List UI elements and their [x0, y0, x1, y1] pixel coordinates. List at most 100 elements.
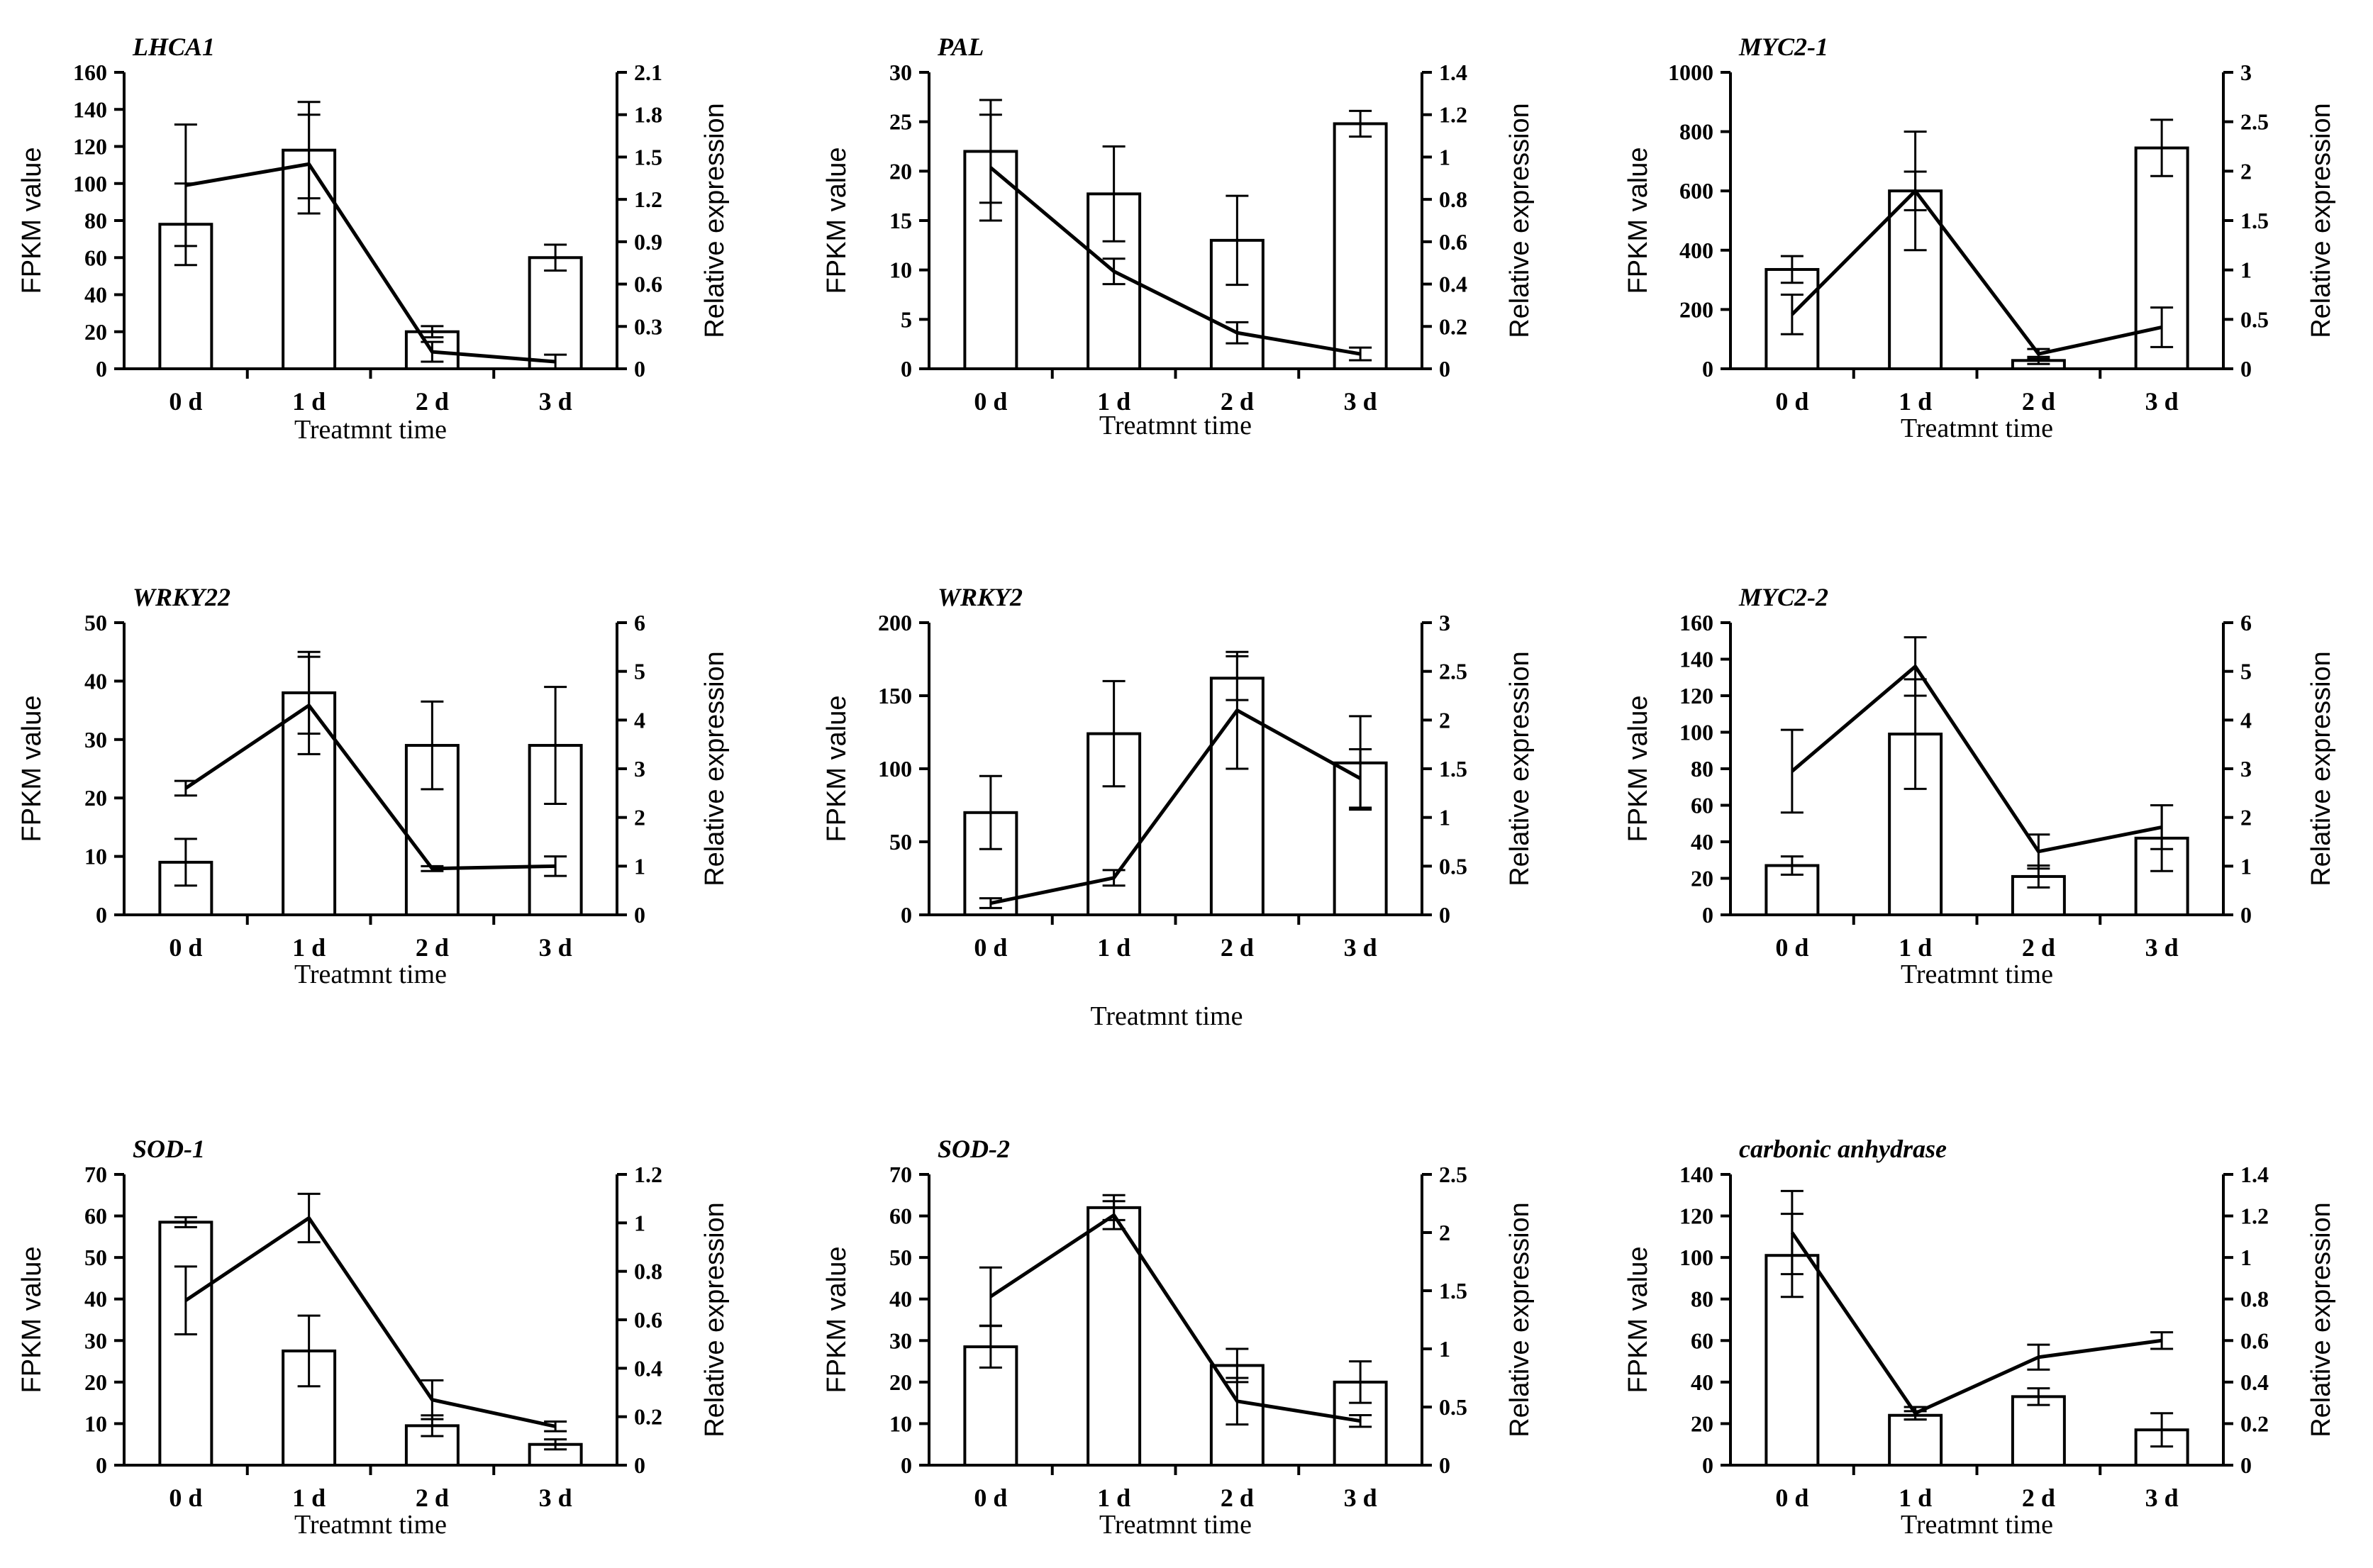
- y-tick-label: 50: [889, 829, 912, 855]
- y2-tick-label: 1.4: [2240, 1162, 2269, 1187]
- y-tick-label: 40: [1691, 829, 1713, 855]
- chart-title: SOD-1: [133, 1135, 205, 1163]
- y2-tick-label: 0.5: [1439, 853, 1467, 879]
- bar-fpkm-2: [1888, 733, 1943, 916]
- y2-axis-label: Relative expression: [2306, 1202, 2336, 1438]
- y-tick-label: 80: [84, 208, 107, 233]
- y-tick-label: 140: [1679, 1162, 1713, 1187]
- y-axis-label: FPKM value: [1623, 696, 1653, 843]
- x-tick-label: 0 d: [974, 1484, 1007, 1512]
- x-tick-label: 1 d: [292, 933, 326, 962]
- y-tick-label: 60: [889, 1203, 912, 1229]
- x-tick-label: 3 d: [539, 1484, 572, 1512]
- y-tick-label: 140: [1679, 647, 1713, 672]
- x-tick-label: 1 d: [292, 1484, 326, 1512]
- y2-tick-label: 1.8: [634, 102, 662, 128]
- y-tick-label: 50: [84, 610, 107, 635]
- y2-tick-label: 6: [2240, 610, 2252, 635]
- y2-tick-label: 0: [634, 356, 645, 382]
- x-tick-label: 1 d: [1899, 387, 1932, 416]
- x-axis-label: Treatmnt time: [1099, 1510, 1252, 1540]
- y-tick-label: 160: [1679, 610, 1713, 635]
- y2-tick-label: 1.2: [2240, 1203, 2269, 1229]
- chart-panel-5: 0 50 100 150 200 0 0.5 1 1.5 2 2.5 3 0 d 1 d 2 d 3 d WRK…: [822, 583, 1535, 962]
- y-axis-label: FPKM value: [1623, 148, 1653, 294]
- y-tick-label: 1000: [1668, 60, 1713, 85]
- y-axis-label: FPKM value: [822, 696, 852, 843]
- line-relative-expression: [1791, 665, 2162, 854]
- y-axis-label: FPKM value: [17, 1247, 47, 1394]
- bar-fpkm-1: [1765, 267, 1820, 370]
- line-relative-expression: [1790, 1231, 2162, 1416]
- chart-title: SOD-2: [938, 1135, 1010, 1163]
- x-axis-label: Treatmnt time: [294, 415, 447, 445]
- chart-title: MYC2-2: [1738, 583, 1828, 611]
- y2-tick-label: 3: [1439, 610, 1450, 635]
- x-tick-label: 2 d: [1221, 387, 1254, 416]
- y-tick-label: 50: [889, 1245, 912, 1270]
- y2-tick-label: 0.5: [1439, 1394, 1467, 1420]
- y-tick-label: 30: [889, 1328, 912, 1353]
- y-tick-label: 100: [1679, 720, 1713, 745]
- y2-axis-label: Relative expression: [700, 103, 730, 338]
- bar-fpkm-4: [1333, 122, 1388, 370]
- y2-tick-label: 1: [634, 1210, 645, 1235]
- y2-axis-label: Relative expression: [2306, 651, 2336, 886]
- y2-tick-label: 0.4: [634, 1355, 662, 1381]
- y2-tick-label: 0: [1439, 902, 1450, 928]
- chart-title: WRKY2: [938, 583, 1023, 611]
- y-tick-label: 0: [901, 356, 912, 382]
- y2-tick-label: 2: [2240, 805, 2252, 830]
- y-tick-label: 40: [84, 1286, 107, 1312]
- y2-tick-label: 0: [634, 1452, 645, 1478]
- y-tick-label: 160: [73, 60, 107, 85]
- y-tick-label: 0: [1702, 1452, 1713, 1478]
- y2-axis-label: Relative expression: [1505, 1202, 1535, 1438]
- y2-tick-label: 2.5: [1439, 659, 1467, 684]
- y2-tick-label: 0: [2240, 356, 2252, 382]
- x-tick-label: 3 d: [1344, 387, 1377, 416]
- x-tick-label: 0 d: [974, 933, 1007, 962]
- y-axis-label: FPKM value: [822, 148, 852, 294]
- y-tick-label: 120: [1679, 1203, 1713, 1229]
- y2-tick-label: 1: [1439, 805, 1450, 830]
- x-axis-label: Treatmnt time: [1901, 960, 2053, 989]
- y2-axis-label: Relative expression: [1505, 651, 1535, 886]
- x-tick-label: 2 d: [416, 933, 449, 962]
- y-tick-label: 0: [901, 902, 912, 928]
- y-tick-label: 20: [84, 1369, 107, 1395]
- y-tick-label: 150: [878, 683, 912, 708]
- y-tick-label: 20: [889, 1369, 912, 1395]
- y-tick-label: 20: [84, 785, 107, 811]
- y-tick-label: 80: [1691, 1286, 1713, 1312]
- y-tick-label: 5: [901, 306, 912, 332]
- line-relative-expression: [989, 1213, 1361, 1423]
- x-tick-label: 0 d: [169, 933, 202, 962]
- y2-tick-label: 0.4: [2240, 1369, 2269, 1395]
- x-axis-label: Treatmnt time: [1901, 413, 2053, 443]
- y2-axis-label: Relative expression: [2306, 103, 2336, 338]
- y2-tick-label: 1.2: [1439, 102, 1467, 128]
- y2-tick-label: 1.5: [1439, 756, 1467, 782]
- y2-tick-label: 5: [2240, 659, 2252, 684]
- y2-tick-label: 2: [2240, 158, 2252, 184]
- y-tick-label: 30: [84, 727, 107, 752]
- y2-tick-label: 2.5: [2240, 109, 2269, 135]
- y-tick-label: 0: [901, 1452, 912, 1478]
- bar-fpkm-3: [2011, 1395, 2066, 1467]
- y-tick-label: 60: [84, 245, 107, 270]
- y2-tick-label: 0.2: [1439, 313, 1467, 339]
- x-tick-label: 0 d: [169, 1484, 202, 1512]
- y2-tick-label: 2.5: [1439, 1162, 1467, 1187]
- y2-tick-label: 2: [1439, 1220, 1450, 1245]
- y-tick-label: 100: [878, 756, 912, 782]
- y-tick-label: 100: [1679, 1245, 1713, 1270]
- y-tick-label: 80: [1691, 756, 1713, 782]
- y-tick-label: 10: [84, 1411, 107, 1436]
- x-axis-label: Treatmnt time: [294, 1510, 447, 1540]
- x-axis-label: Treatmnt time: [294, 960, 447, 989]
- y-tick-label: 20: [84, 319, 107, 345]
- x-tick-label: 1 d: [1097, 1484, 1130, 1512]
- y2-tick-label: 1: [1439, 144, 1450, 169]
- y2-tick-label: 0.6: [2240, 1328, 2269, 1353]
